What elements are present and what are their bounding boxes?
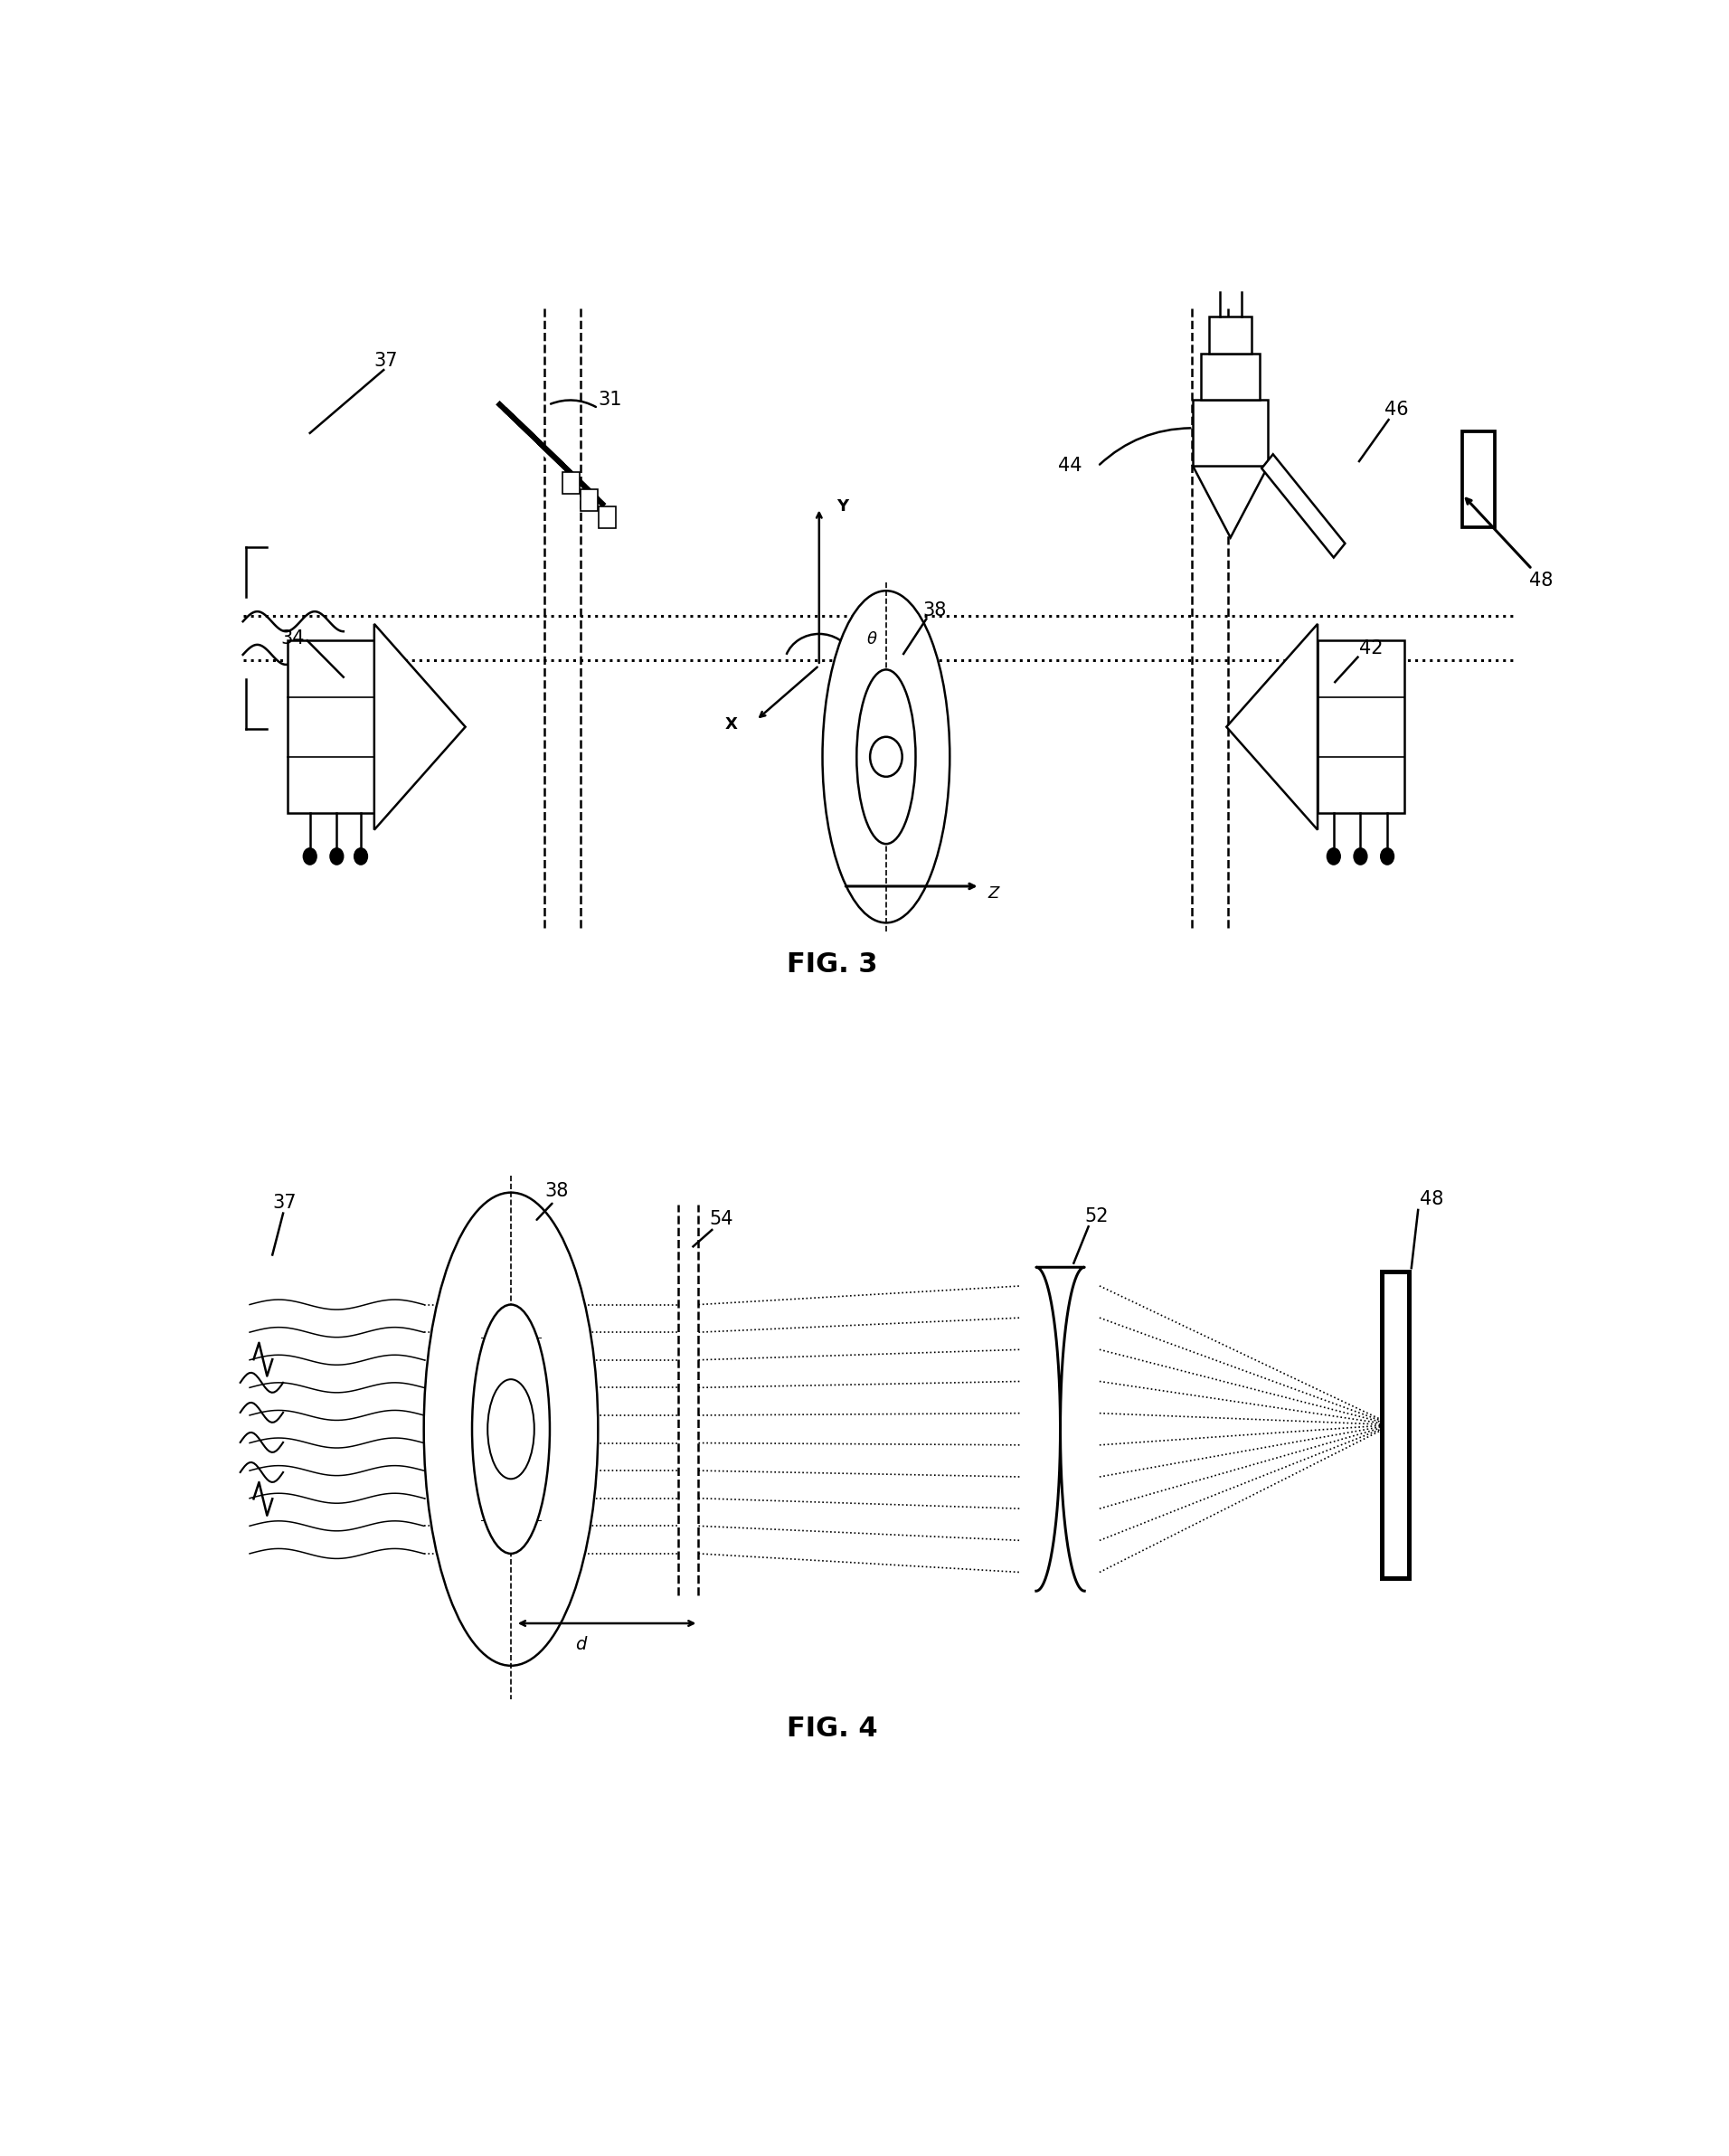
Bar [1262,455,1345,558]
Polygon shape [373,623,465,830]
Ellipse shape [424,1192,598,1667]
Text: 54: 54 [709,1210,733,1229]
Text: 42: 42 [1359,640,1383,658]
Ellipse shape [472,1304,550,1554]
Text: 48: 48 [1420,1190,1444,1210]
Text: 38: 38 [922,602,946,619]
Bar [562,472,579,494]
Text: 46: 46 [1385,401,1409,418]
Polygon shape [1226,623,1317,830]
Text: 37: 37 [373,351,398,371]
Bar [1317,640,1404,813]
Text: 52: 52 [1084,1207,1108,1225]
Circle shape [1326,847,1340,865]
Bar [1381,1272,1409,1578]
Polygon shape [1193,466,1267,537]
Bar [581,489,598,511]
Bar [1193,399,1267,466]
Text: 48: 48 [1528,571,1553,589]
Ellipse shape [856,671,916,843]
Bar [1463,431,1494,528]
Text: FIG. 3: FIG. 3 [787,951,878,979]
Text: Y: Y [837,498,849,515]
Circle shape [354,847,368,865]
Circle shape [1380,847,1394,865]
Text: $\theta$: $\theta$ [866,632,878,647]
Text: Z: Z [987,886,999,901]
Text: 31: 31 [598,390,622,407]
Text: FIG. 4: FIG. 4 [787,1716,878,1742]
Circle shape [330,847,344,865]
Bar [287,640,373,813]
Polygon shape [1036,1268,1084,1591]
Ellipse shape [823,591,949,923]
Text: 38: 38 [545,1181,569,1201]
Text: 34: 34 [280,630,304,647]
Circle shape [870,737,903,776]
Bar [1209,317,1252,354]
Circle shape [303,847,316,865]
Text: X: X [724,716,738,733]
Text: d: d [576,1636,586,1654]
Bar [1202,354,1260,399]
Circle shape [1354,847,1368,865]
Text: 37: 37 [273,1194,296,1212]
Ellipse shape [488,1380,534,1479]
Text: 44: 44 [1058,457,1082,474]
Bar [598,507,616,528]
